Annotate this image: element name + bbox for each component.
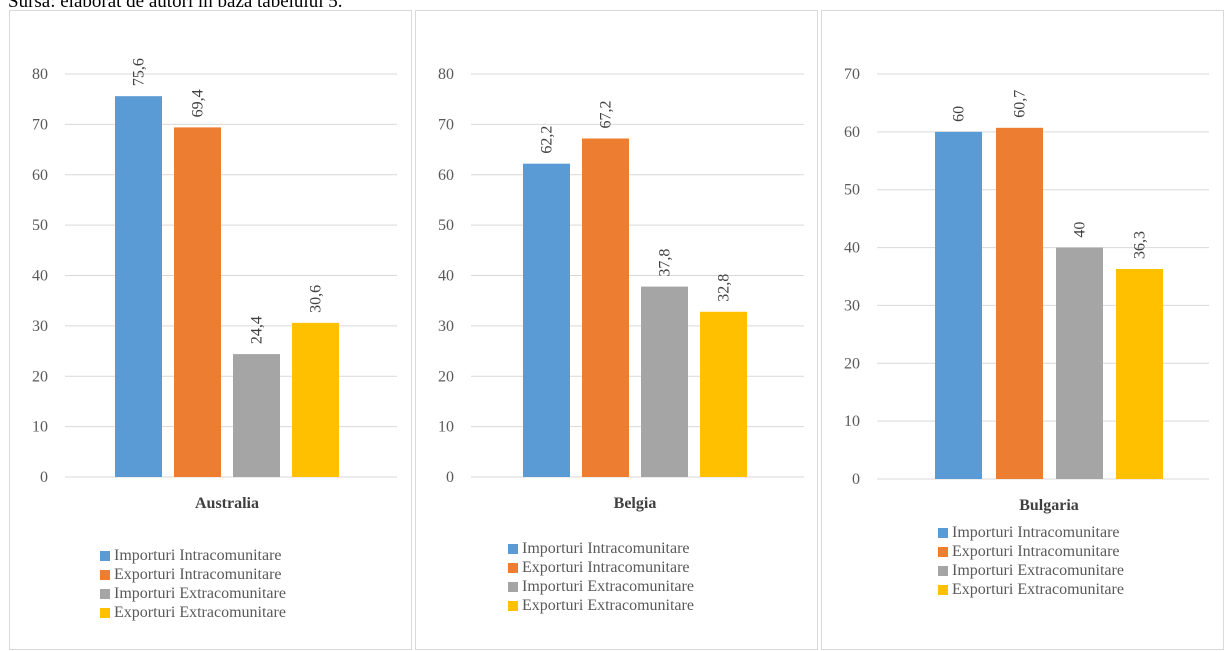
legend-item: Exporturi Extracomunitare bbox=[508, 596, 694, 615]
y-tick-label: 30 bbox=[438, 318, 454, 335]
legend: Importuri Intracomunitare Exporturi Intra… bbox=[100, 546, 286, 622]
legend-label: Importuri Extracomunitare bbox=[952, 561, 1124, 579]
category-label: Bulgaria bbox=[1019, 497, 1079, 514]
data-label: 67,2 bbox=[598, 100, 615, 128]
legend-swatch bbox=[508, 562, 518, 573]
data-label: 62,2 bbox=[539, 126, 556, 154]
legend-item: Exporturi Intracomunitare bbox=[100, 565, 286, 584]
y-tick-label: 70 bbox=[438, 116, 454, 133]
chart-panel-australia: 0 10 20 30 40 50 60 70 80 75,6 69,4 24,4 30,6 Austral… bbox=[9, 10, 412, 650]
data-label: 32,8 bbox=[716, 274, 733, 302]
legend-swatch bbox=[938, 527, 948, 538]
bar bbox=[233, 354, 280, 477]
y-tick-label: 20 bbox=[438, 368, 454, 385]
bar bbox=[115, 96, 162, 477]
data-label: 24,4 bbox=[249, 316, 266, 344]
legend-label: Importuri Intracomunitare bbox=[114, 546, 282, 564]
y-tick-label: 20 bbox=[844, 355, 860, 372]
y-tick-label: 30 bbox=[844, 297, 860, 314]
bar bbox=[641, 286, 688, 477]
data-label: 37,8 bbox=[657, 249, 674, 277]
y-tick-label: 10 bbox=[844, 413, 860, 430]
y-tick-label: 0 bbox=[852, 471, 860, 488]
y-tick-label: 50 bbox=[32, 217, 48, 234]
legend-swatch bbox=[100, 550, 110, 561]
y-tick-label: 10 bbox=[32, 419, 48, 436]
legend-swatch bbox=[508, 600, 518, 611]
bar bbox=[582, 138, 629, 477]
chart-panel-bulgaria: 0 10 20 30 40 50 60 70 60 60,7 40 36,3 Bulgaria Impor… bbox=[821, 10, 1224, 650]
legend-item: Importuri Intracomunitare bbox=[508, 539, 694, 558]
legend: Importuri Intracomunitare Exporturi Intra… bbox=[938, 523, 1124, 599]
data-label: 69,4 bbox=[190, 89, 207, 117]
y-tick-label: 60 bbox=[844, 124, 860, 141]
legend-item: Exporturi Intracomunitare bbox=[508, 558, 694, 577]
data-label: 60 bbox=[951, 106, 968, 122]
legend-item: Exporturi Intracomunitare bbox=[938, 542, 1124, 561]
bar bbox=[523, 163, 570, 478]
bar bbox=[700, 311, 747, 477]
legend-swatch bbox=[100, 588, 110, 599]
y-tick-label: 50 bbox=[844, 182, 860, 199]
data-label: 40 bbox=[1072, 222, 1089, 238]
data-label: 75,6 bbox=[131, 58, 148, 86]
legend-label: Importuri Extracomunitare bbox=[114, 584, 286, 602]
legend-item: Exporturi Extracomunitare bbox=[100, 603, 286, 622]
legend-item: Importuri Extracomunitare bbox=[508, 577, 694, 596]
y-tick-label: 60 bbox=[438, 167, 454, 184]
bar bbox=[174, 127, 221, 478]
legend-label: Exporturi Extracomunitare bbox=[522, 596, 694, 614]
data-label: 60,7 bbox=[1012, 90, 1029, 118]
bar bbox=[1056, 247, 1103, 479]
legend: Importuri Intracomunitare Exporturi Intra… bbox=[508, 539, 694, 615]
bar-chart-svg: 0 10 20 30 40 50 60 70 60 60,7 40 36,3 Bulgaria bbox=[844, 66, 1209, 514]
legend-label: Importuri Intracomunitare bbox=[952, 523, 1120, 541]
legend-label: Exporturi Intracomunitare bbox=[114, 565, 282, 583]
y-tick-label: 40 bbox=[32, 268, 48, 285]
bar-chart-svg: 0 10 20 30 40 50 60 70 80 75,6 69,4 24,4 30,6 Austral… bbox=[32, 58, 397, 512]
y-tick-label: 70 bbox=[32, 116, 48, 133]
y-tick-label: 40 bbox=[844, 240, 860, 257]
source-caption: Sursa: elaborat de autori în baza tabelu… bbox=[8, 0, 343, 12]
y-tick-label: 70 bbox=[844, 66, 860, 83]
data-label: 36,3 bbox=[1132, 231, 1149, 259]
legend-label: Exporturi Intracomunitare bbox=[952, 542, 1120, 560]
y-tick-label: 50 bbox=[438, 217, 454, 234]
legend-swatch bbox=[938, 546, 948, 557]
y-tick-label: 30 bbox=[32, 318, 48, 335]
legend-swatch bbox=[100, 607, 110, 618]
bar-chart-svg: 0 10 20 30 40 50 60 70 80 62,2 67,2 37,8 32,8 Belgia bbox=[438, 66, 804, 512]
y-tick-label: 0 bbox=[40, 469, 48, 486]
legend-label: Importuri Extracomunitare bbox=[522, 577, 694, 595]
data-label: 30,6 bbox=[308, 285, 325, 313]
y-tick-label: 80 bbox=[32, 66, 48, 83]
y-tick-label: 0 bbox=[446, 469, 454, 486]
category-label: Belgia bbox=[614, 495, 657, 512]
legend-label: Exporturi Extracomunitare bbox=[114, 603, 286, 621]
y-tick-label: 40 bbox=[438, 268, 454, 285]
legend-item: Importuri Intracomunitare bbox=[100, 546, 286, 565]
legend-item: Exporturi Extracomunitare bbox=[938, 580, 1124, 599]
category-label: Australia bbox=[195, 495, 259, 512]
legend-swatch bbox=[938, 584, 948, 595]
bar bbox=[935, 131, 982, 479]
legend-swatch bbox=[100, 569, 110, 580]
y-tick-label: 80 bbox=[438, 66, 454, 83]
legend-label: Importuri Intracomunitare bbox=[522, 539, 690, 557]
legend-label: Exporturi Extracomunitare bbox=[952, 580, 1124, 598]
legend-label: Exporturi Intracomunitare bbox=[522, 558, 690, 576]
bar bbox=[996, 127, 1043, 480]
legend-swatch bbox=[508, 581, 518, 592]
y-tick-label: 20 bbox=[32, 368, 48, 385]
legend-item: Importuri Extracomunitare bbox=[100, 584, 286, 603]
bar bbox=[292, 322, 339, 477]
y-tick-label: 10 bbox=[438, 419, 454, 436]
chart-panel-belgia: 0 10 20 30 40 50 60 70 80 62,2 67,2 37,8 32,8 Belgia I… bbox=[415, 10, 818, 650]
legend-swatch bbox=[938, 565, 948, 576]
legend-swatch bbox=[508, 543, 518, 554]
legend-item: Importuri Intracomunitare bbox=[938, 523, 1124, 542]
y-tick-label: 60 bbox=[32, 167, 48, 184]
bar bbox=[1116, 268, 1163, 479]
legend-item: Importuri Extracomunitare bbox=[938, 561, 1124, 580]
